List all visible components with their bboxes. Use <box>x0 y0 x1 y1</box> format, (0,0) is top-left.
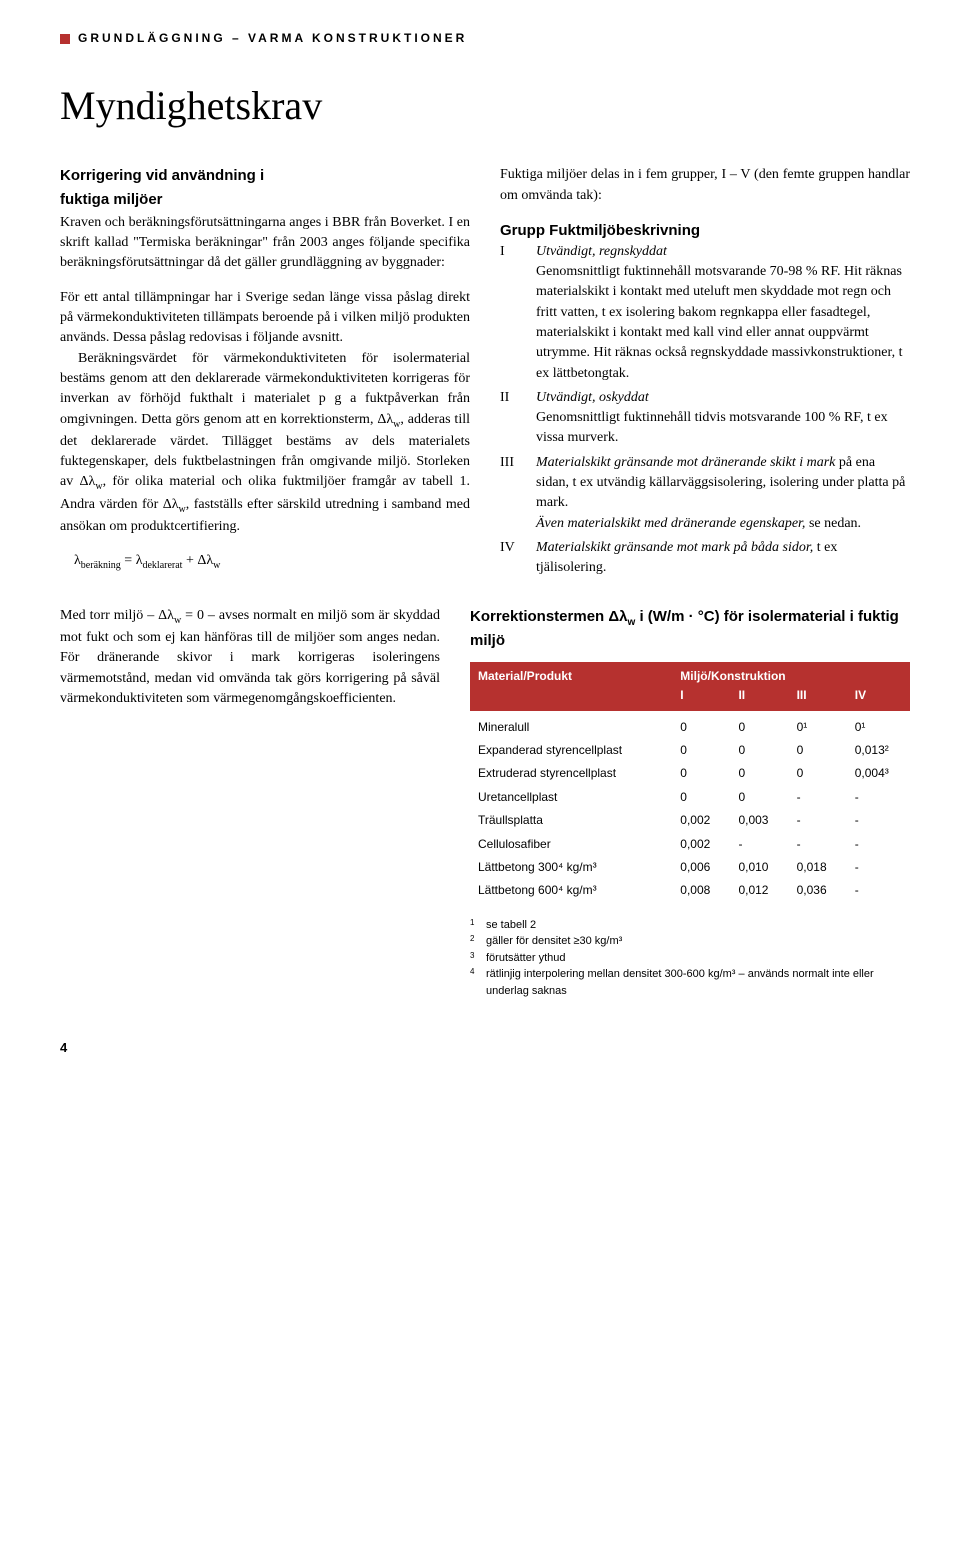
cell-value: 0,036 <box>789 879 847 902</box>
cell-material: Träullsplatta <box>470 809 672 832</box>
cell-value: 0,002 <box>672 833 730 856</box>
group-num: III <box>500 453 536 538</box>
header-text: GRUNDLÄGGNING – VARMA KONSTRUKTIONER <box>78 30 467 47</box>
left-subhead-l2: fuktiga miljöer <box>60 189 470 211</box>
left-para2: För ett antal tillämpningar har i Sverig… <box>60 288 470 349</box>
cell-value: - <box>789 833 847 856</box>
table-subheader-row: I II III IV <box>470 687 910 710</box>
cell-value: - <box>847 856 910 879</box>
col-IV: IV <box>847 687 910 710</box>
cell-value: 0 <box>730 762 788 785</box>
table-row: Lättbetong 300⁴ kg/m³0,0060,0100,018- <box>470 856 910 879</box>
group-item: II Utvändigt, oskyddatGenomsnittligt fuk… <box>500 388 910 453</box>
page-title: Myndighetskrav <box>60 77 910 135</box>
cell-value: 0 <box>672 762 730 785</box>
group-title: Utvändigt, oskyddat <box>536 390 649 405</box>
cell-value: 0¹ <box>789 711 847 739</box>
cell-value: 0 <box>730 786 788 809</box>
footnote: 4rätlinjig interpolering mellan densitet… <box>470 966 910 999</box>
table-row: Lättbetong 600⁴ kg/m³0,0080,0120,036- <box>470 879 910 902</box>
right-column: Fuktiga miljöer delas in i fem grupper, … <box>500 165 910 585</box>
group-title: Materialskikt gränsande mot mark på båda… <box>536 540 813 555</box>
cell-value: 0,006 <box>672 856 730 879</box>
cell-value: 0,003 <box>730 809 788 832</box>
cell-material: Lättbetong 600⁴ kg/m³ <box>470 879 672 902</box>
col-III: III <box>789 687 847 710</box>
cell-value: 0 <box>789 762 847 785</box>
cell-value: 0,004³ <box>847 762 910 785</box>
table-row: Cellulosafiber0,002--- <box>470 833 910 856</box>
footnote: 2gäller för densitet ≥30 kg/m³ <box>470 933 910 950</box>
group-num: II <box>500 388 536 453</box>
cell-value: 0,012 <box>730 879 788 902</box>
group-title: Utvändigt, regnskyddat <box>536 244 667 259</box>
page-number: 4 <box>60 1039 910 1058</box>
cell-material: Expanderad styrencellplast <box>470 739 672 762</box>
cell-value: 0 <box>730 711 788 739</box>
table-row: Expanderad styrencellplast0000,013² <box>470 739 910 762</box>
left-subhead-l1: Korrigering vid användning i <box>60 165 470 187</box>
correction-table: Material/Produkt Miljö/Konstruktion I II… <box>470 662 910 903</box>
table-row: Träullsplatta0,0020,003-- <box>470 809 910 832</box>
left-column: Korrigering vid användning i fuktiga mil… <box>60 165 470 585</box>
group-body: Utvändigt, regnskyddatGenomsnittligt fuk… <box>536 242 910 388</box>
table-row: Uretancellplast00-- <box>470 786 910 809</box>
cell-value: 0 <box>672 739 730 762</box>
bottom-left-para: Med torr miljö – Δλw = 0 – avses normalt… <box>60 606 440 1000</box>
cell-value: - <box>789 809 847 832</box>
left-para3: Beräkningsvärdet för värmekonduktivitete… <box>60 349 470 538</box>
formula: λberäkning = λdeklarerat + Δλw <box>74 551 470 573</box>
group-heading: Grupp Fuktmiljöbeskrivning <box>500 220 910 242</box>
group-item: I Utvändigt, regnskyddatGenomsnittligt f… <box>500 242 910 388</box>
left-para1: Kraven och beräkningsförutsättningarna a… <box>60 213 470 274</box>
group-num: I <box>500 242 536 388</box>
group-item: III Materialskikt gränsande mot dräneran… <box>500 453 910 538</box>
cell-value: 0 <box>789 739 847 762</box>
table-header-row: Material/Produkt Miljö/Konstruktion <box>470 662 910 687</box>
col-material: Material/Produkt <box>470 662 672 687</box>
bottom-section: Med torr miljö – Δλw = 0 – avses normalt… <box>60 606 910 1000</box>
cell-value: 0,010 <box>730 856 788 879</box>
cell-value: 0,008 <box>672 879 730 902</box>
cell-material: Mineralull <box>470 711 672 739</box>
header-bullet <box>60 34 70 44</box>
cell-material: Cellulosafiber <box>470 833 672 856</box>
group-body: Materialskikt gränsande mot mark på båda… <box>536 538 910 583</box>
cell-material: Extruderad styrencellplast <box>470 762 672 785</box>
col-miljo: Miljö/Konstruktion <box>672 662 910 687</box>
cell-value: 0,018 <box>789 856 847 879</box>
cell-value: 0,013² <box>847 739 910 762</box>
cell-value: 0 <box>672 711 730 739</box>
cell-value: - <box>847 809 910 832</box>
cell-value: - <box>789 786 847 809</box>
group-num: IV <box>500 538 536 583</box>
two-column-layout: Korrigering vid användning i fuktiga mil… <box>60 165 910 585</box>
table-row: Mineralull000¹0¹ <box>470 711 910 739</box>
group-body: Utvändigt, oskyddatGenomsnittligt fuktin… <box>536 388 910 453</box>
col-II: II <box>730 687 788 710</box>
cell-value: - <box>847 833 910 856</box>
table-title: Korrektionstermen Δλw i (W/m · °C) för i… <box>470 606 910 652</box>
cell-value: 0 <box>672 786 730 809</box>
cell-value: - <box>730 833 788 856</box>
footnote: 1se tabell 2 <box>470 917 910 934</box>
cell-material: Lättbetong 300⁴ kg/m³ <box>470 856 672 879</box>
group-list: I Utvändigt, regnskyddatGenomsnittligt f… <box>500 242 910 583</box>
footnotes: 1se tabell 22gäller för densitet ≥30 kg/… <box>470 917 910 1000</box>
cell-value: - <box>847 879 910 902</box>
group-item: IV Materialskikt gränsande mot mark på b… <box>500 538 910 583</box>
col-I: I <box>672 687 730 710</box>
cell-value: - <box>847 786 910 809</box>
right-intro: Fuktiga miljöer delas in i fem grupper, … <box>500 165 910 206</box>
cell-value: 0 <box>730 739 788 762</box>
table-block: Korrektionstermen Δλw i (W/m · °C) för i… <box>470 606 910 1000</box>
cell-material: Uretancellplast <box>470 786 672 809</box>
group-title: Materialskikt gränsande mot dränerande s… <box>536 455 835 470</box>
footnote: 3förutsätter ythud <box>470 950 910 967</box>
group-body: Materialskikt gränsande mot dränerande s… <box>536 453 910 538</box>
cell-value: 0¹ <box>847 711 910 739</box>
table-row: Extruderad styrencellplast0000,004³ <box>470 762 910 785</box>
section-header: GRUNDLÄGGNING – VARMA KONSTRUKTIONER <box>60 30 910 47</box>
cell-value: 0,002 <box>672 809 730 832</box>
